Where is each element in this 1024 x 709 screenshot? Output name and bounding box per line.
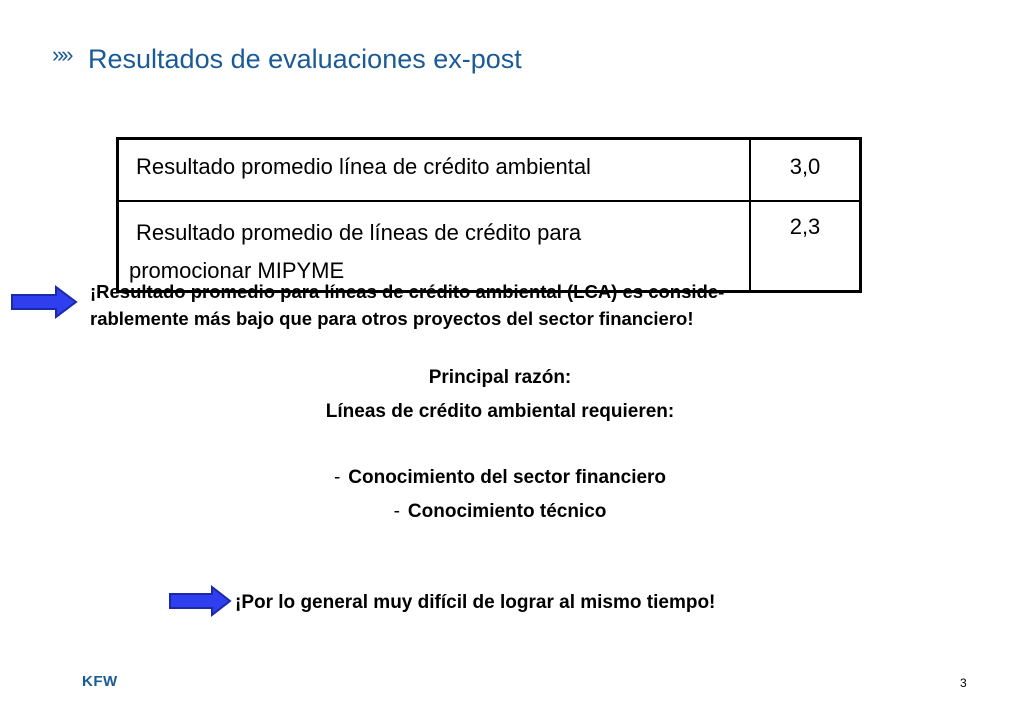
conclusion-line-1: ¡Resultado promedio para líneas de crédi… [90,281,725,302]
table-cell-label: Resultado promedio de líneas de crédito … [116,200,751,293]
page-title: Resultados de evaluaciones ex-post [88,44,522,74]
row-label-continuation: promocionar MIPYME [129,258,345,283]
right-arrow-icon [169,585,232,617]
conclusion-line-2: rablemente más bajo que para otros proye… [90,308,694,329]
requirement-text: Conocimiento técnico [407,501,607,522]
reason-subheading: Líneas de crédito ambiental requieren: [325,401,675,422]
row-label: Resultado promedio línea de crédito ambi… [136,154,591,179]
conclusion-note: ¡Resultado promedio para líneas de crédi… [90,278,910,332]
row-value: 3,0 [789,154,821,179]
row-value: 2,3 [789,214,821,239]
title-chevron-icon: »» [52,42,74,67]
reason-heading: Principal razón: [428,367,572,388]
right-arrow-icon [11,285,78,319]
bullet-dash: - [333,467,341,488]
table-cell-value: 2,3 [749,200,862,293]
table-row: Resultado promedio de líneas de crédito … [116,200,862,293]
table-cell-label: Resultado promedio línea de crédito ambi… [116,137,751,202]
table-row: Resultado promedio línea de crédito ambi… [116,137,862,202]
kfw-logo: KFW [82,673,118,690]
requirement-text: Conocimiento del sector financiero [348,467,667,488]
results-table: Resultado promedio línea de crédito ambi… [116,137,862,293]
row-label: Resultado promedio de líneas de crédito … [136,220,582,245]
final-note: ¡Por lo general muy difícil de lograr al… [235,592,716,613]
table-cell-value: 3,0 [749,137,862,202]
requirement-item: - Conocimiento técnico [0,501,1000,523]
page-number: 3 [960,676,967,690]
requirement-item: - Conocimiento del sector financiero [0,467,1000,489]
bullet-dash: - [393,501,400,522]
